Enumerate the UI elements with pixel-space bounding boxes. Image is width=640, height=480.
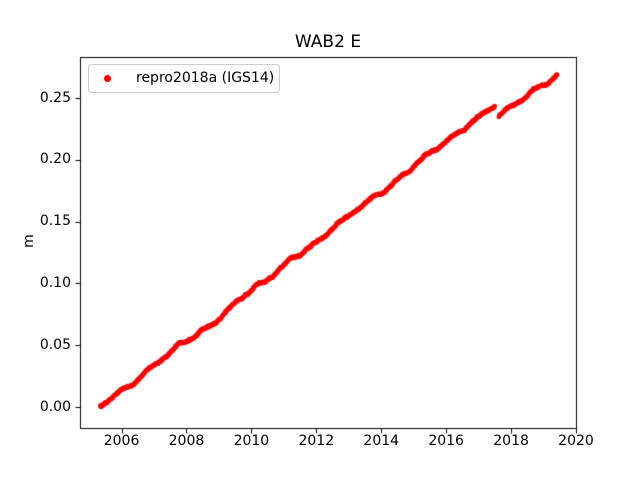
y-tick-label: 0.15 (39, 213, 71, 230)
y-tick-label: 0.00 (39, 398, 71, 415)
x-tick-label: 2020 (558, 433, 594, 449)
x-tick-label: 2018 (493, 433, 529, 449)
y-tick-label: 0.05 (39, 336, 71, 353)
x-tick-label: 2008 (168, 433, 205, 449)
x-tick-label: 2010 (233, 433, 270, 449)
x-tick-label: 2006 (103, 433, 140, 449)
x-tick-label: 2014 (363, 433, 400, 449)
legend-marker-icon (104, 75, 111, 82)
chart-title: WAB2 E (294, 32, 362, 52)
x-tick-label: 2012 (298, 433, 335, 449)
y-tick-label: 0.20 (39, 151, 71, 168)
y-tick-label: 0.25 (39, 89, 71, 106)
legend: repro2018a (IGS14) (88, 64, 280, 93)
y-tick-label: 0.10 (39, 274, 71, 291)
legend-label: repro2018a (IGS14) (136, 70, 275, 86)
y-axis-label: m (21, 234, 37, 248)
x-tick-label: 2016 (428, 433, 464, 449)
